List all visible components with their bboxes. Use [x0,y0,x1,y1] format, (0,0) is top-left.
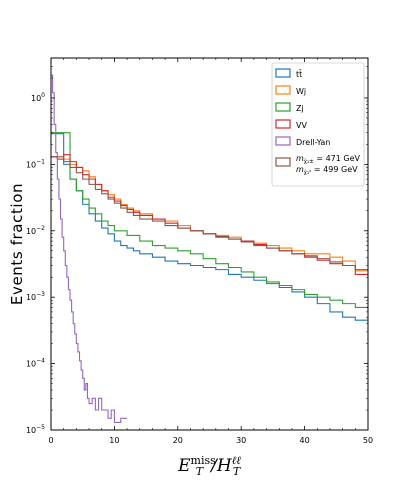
x-tick-label: 10 [109,436,119,445]
y-axis: 100 10−1 10−2 10−3 10−4 10−5 [26,57,368,435]
y-axis-title: Events fraction [8,183,26,305]
legend-label-5-line2: mχ̃₁⁰ = 499 GeV [296,165,358,176]
legend-label-0: tt̄ [296,69,302,79]
x-tick-label: 0 [48,436,53,445]
x-tick-label: 50 [363,436,373,445]
y-tick-label: 10−5 [26,424,45,435]
series-line-5 [51,156,368,271]
x-axis: 0 10 20 30 40 50 [48,58,373,445]
x-tick-label: 30 [236,436,246,445]
series-line-4 [51,74,128,423]
legend-swatch-2 [275,102,291,112]
y-tick-label: 100 [31,92,45,103]
legend-swatch-3 [275,119,291,129]
plot-frame [50,57,369,431]
x-tick-label: 40 [300,436,310,445]
series-line-2 [51,132,368,312]
series-line-0 [51,133,368,321]
x-tick-label: 20 [173,436,183,445]
y-tick-label: 10−3 [26,291,45,302]
y-tick-label: 10−1 [26,158,45,169]
legend-swatch-0 [275,68,291,78]
y-tick-label: 10−4 [26,358,45,369]
legend-label-3: VV [296,121,307,130]
legend-swatch-5 [275,157,291,167]
legend-box [271,62,365,187]
legend-label-1: Wj [296,87,306,96]
y-tick-label: 10−2 [26,225,45,236]
legend-swatch-1 [275,85,291,95]
series-layer [51,74,368,423]
legend-label-2: Zj [296,104,304,113]
legend-label-5-line1: mχ̃₁± = 471 GeV [296,154,361,165]
legend-swatch-4 [275,136,291,146]
x-axis-title: Emiss T/Hℓℓ T [177,454,242,478]
legend-label-4: Drell-Yan [296,138,330,147]
